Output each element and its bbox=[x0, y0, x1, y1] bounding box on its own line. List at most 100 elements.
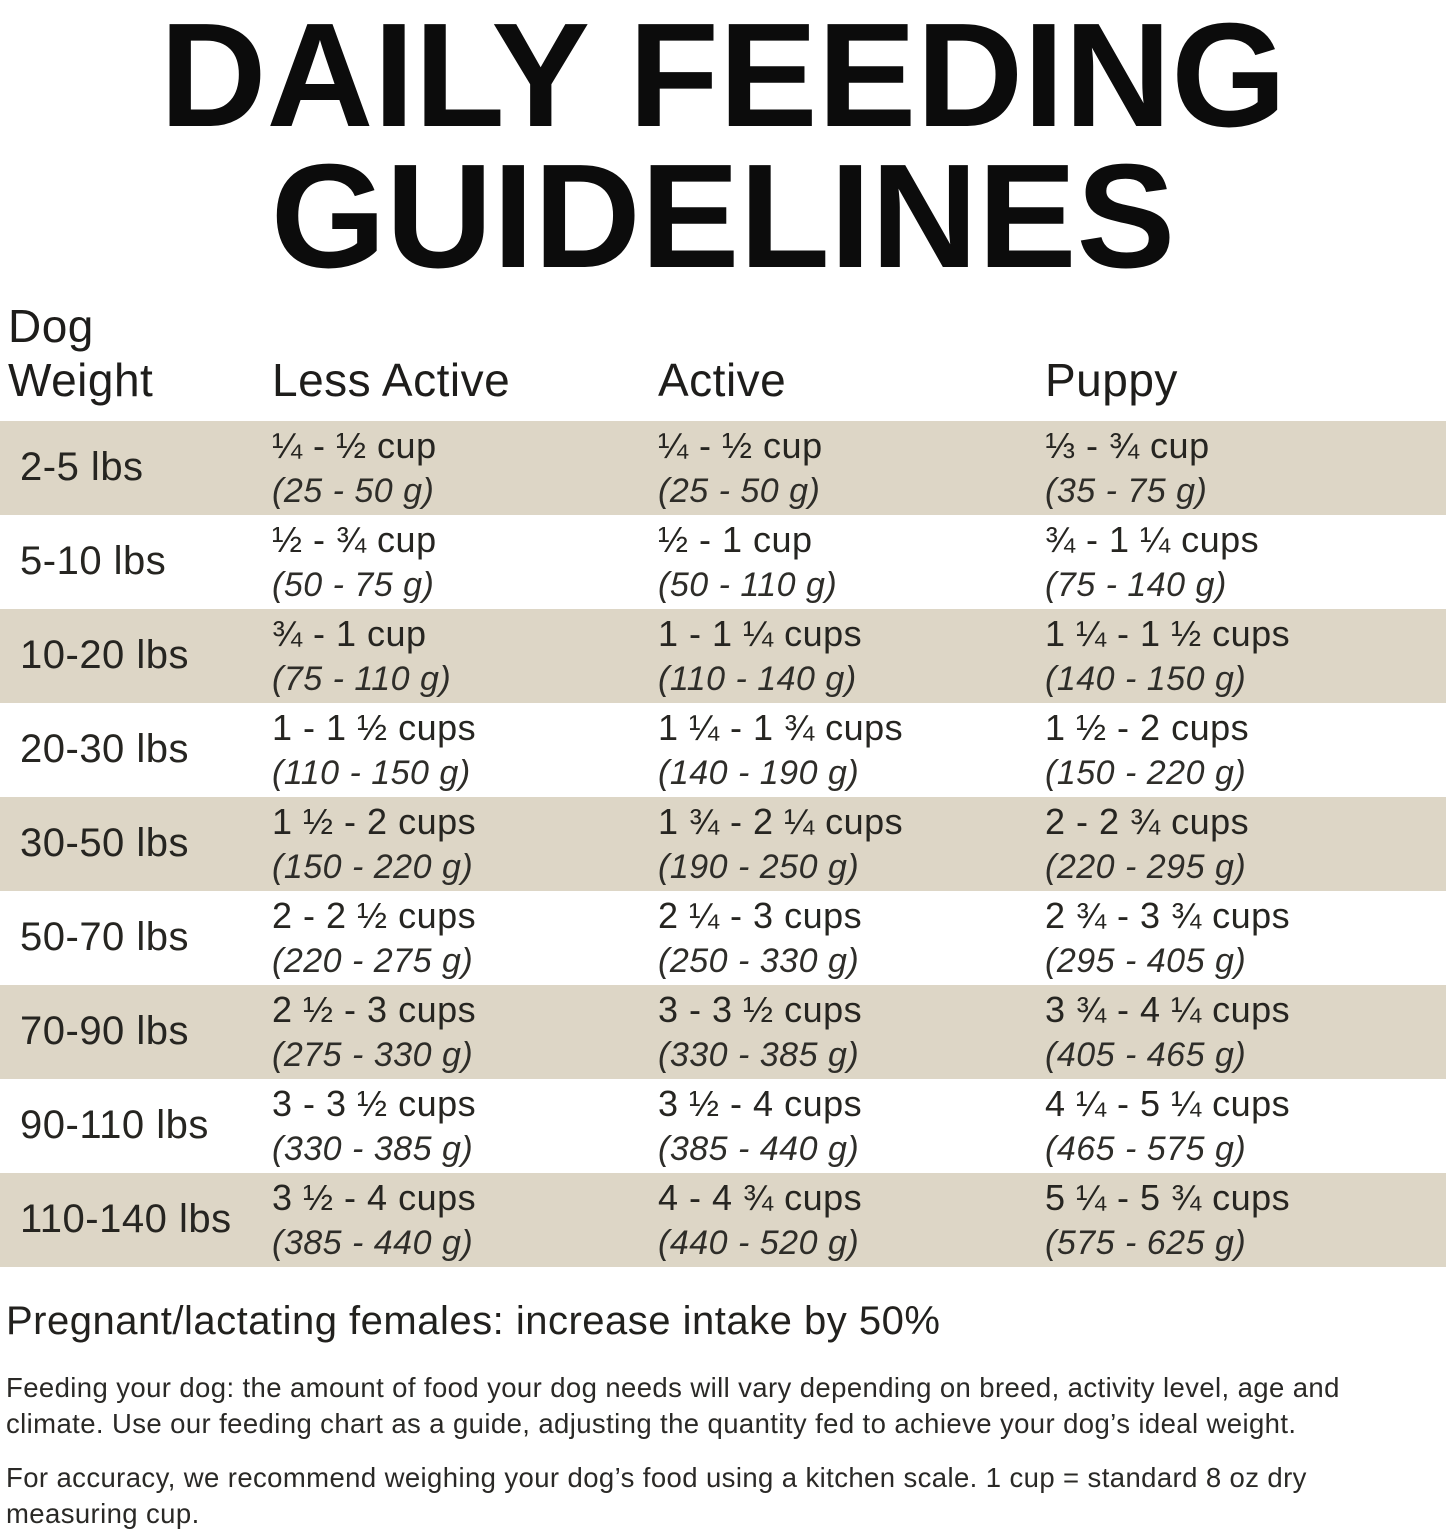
grams-line: (150 - 220 g) bbox=[1045, 753, 1247, 792]
cups-line: ½ - 1 cup bbox=[658, 518, 813, 560]
feeding-cell: ¾ - 1 cup (75 - 110 g) bbox=[264, 609, 650, 703]
page-title: DAILY FEEDING GUIDELINES bbox=[0, 0, 1446, 291]
cups-line: ¼ - ½ cup bbox=[658, 424, 823, 466]
grams-line: (330 - 385 g) bbox=[658, 1035, 860, 1074]
table-header-row: Dog Weight Less Active Active Puppy bbox=[0, 299, 1446, 408]
grams-line: (440 - 520 g) bbox=[658, 1223, 860, 1262]
feeding-cell: 4 - 4 ¾ cups (440 - 520 g) bbox=[650, 1173, 1037, 1267]
cups-line: 2 ¾ - 3 ¾ cups bbox=[1045, 894, 1291, 936]
cups-line: ¾ - 1 cup bbox=[272, 612, 427, 654]
cups-line: 3 ½ - 4 cups bbox=[658, 1082, 863, 1124]
grams-line: (295 - 405 g) bbox=[1045, 941, 1247, 980]
feeding-cell: 2 - 2 ¾ cups (220 - 295 g) bbox=[1037, 797, 1446, 891]
grams-line: (385 - 440 g) bbox=[272, 1223, 474, 1262]
grams-line: (275 - 330 g) bbox=[272, 1035, 474, 1074]
column-header-less-active: Less Active bbox=[272, 354, 511, 407]
feeding-cell: 3 ½ - 4 cups (385 - 440 g) bbox=[650, 1079, 1037, 1173]
cups-line: 1 ½ - 2 cups bbox=[272, 800, 477, 842]
cups-line: 1 ½ - 2 cups bbox=[1045, 706, 1250, 748]
dog-weight-header-line1: Dog bbox=[8, 300, 94, 353]
cups-line: 4 ¼ - 5 ¼ cups bbox=[1045, 1082, 1291, 1124]
grams-line: (75 - 140 g) bbox=[1045, 565, 1227, 604]
accuracy-note: For accuracy, we recommend weighing your… bbox=[6, 1461, 1307, 1529]
feeding-cell: 1 ¼ - 1 ¾ cups (140 - 190 g) bbox=[650, 703, 1037, 797]
cups-line: ¼ - ½ cup bbox=[272, 424, 437, 466]
cups-line: 3 - 3 ½ cups bbox=[272, 1082, 477, 1124]
cups-line: 3 ¾ - 4 ¼ cups bbox=[1045, 988, 1291, 1030]
cups-line: 1 - 1 ½ cups bbox=[272, 706, 477, 748]
feeding-cell: 3 - 3 ½ cups (330 - 385 g) bbox=[264, 1079, 650, 1173]
column-header-dog-weight: Dog Weight bbox=[0, 299, 264, 408]
cups-line: 3 - 3 ½ cups bbox=[658, 988, 863, 1030]
feeding-cell: 1 ½ - 2 cups (150 - 220 g) bbox=[264, 797, 650, 891]
cups-line: 1 ¼ - 1 ¾ cups bbox=[658, 706, 904, 748]
column-header-puppy: Puppy bbox=[1045, 354, 1178, 407]
row-weight: 20-30 lbs bbox=[20, 727, 190, 772]
cups-line: 2 - 2 ¾ cups bbox=[1045, 800, 1250, 842]
feeding-cell: ¼ - ½ cup (25 - 50 g) bbox=[264, 421, 650, 515]
grams-line: (150 - 220 g) bbox=[272, 847, 474, 886]
table-row: 70-90 lbs 2 ½ - 3 cups (275 - 330 g) 3 -… bbox=[0, 984, 1446, 1079]
table-row: 10-20 lbs ¾ - 1 cup (75 - 110 g) 1 - 1 ¼… bbox=[0, 608, 1446, 703]
grams-line: (465 - 575 g) bbox=[1045, 1129, 1247, 1168]
page-title-line2: GUIDELINES bbox=[270, 133, 1176, 299]
feeding-cell: 1 ½ - 2 cups (150 - 220 g) bbox=[1037, 703, 1446, 797]
grams-line: (50 - 75 g) bbox=[272, 565, 435, 604]
cups-line: 1 ¼ - 1 ½ cups bbox=[1045, 612, 1291, 654]
grams-line: (220 - 295 g) bbox=[1045, 847, 1247, 886]
feeding-cell: ¼ - ½ cup (25 - 50 g) bbox=[650, 421, 1037, 515]
grams-line: (220 - 275 g) bbox=[272, 941, 474, 980]
cups-line: 2 ½ - 3 cups bbox=[272, 988, 477, 1030]
table-row: 90-110 lbs 3 - 3 ½ cups (330 - 385 g) 3 … bbox=[0, 1078, 1446, 1173]
feeding-cell: 1 - 1 ½ cups (110 - 150 g) bbox=[264, 703, 650, 797]
row-weight: 110-140 lbs bbox=[20, 1197, 232, 1242]
table-row: 30-50 lbs 1 ½ - 2 cups (150 - 220 g) 1 ¾… bbox=[0, 796, 1446, 891]
feeding-cell: 2 - 2 ½ cups (220 - 275 g) bbox=[264, 891, 650, 985]
table-row: 110-140 lbs 3 ½ - 4 cups (385 - 440 g) 4… bbox=[0, 1172, 1446, 1267]
table-row: 20-30 lbs 1 - 1 ½ cups (110 - 150 g) 1 ¼… bbox=[0, 702, 1446, 797]
grams-line: (35 - 75 g) bbox=[1045, 471, 1208, 510]
feeding-cell: 1 ¾ - 2 ¼ cups (190 - 250 g) bbox=[650, 797, 1037, 891]
grams-line: (405 - 465 g) bbox=[1045, 1035, 1247, 1074]
table-row: 5-10 lbs ½ - ¾ cup (50 - 75 g) ½ - 1 cup… bbox=[0, 514, 1446, 609]
cups-line: ¾ - 1 ¼ cups bbox=[1045, 518, 1260, 560]
grams-line: (190 - 250 g) bbox=[658, 847, 860, 886]
grams-line: (110 - 150 g) bbox=[272, 753, 471, 792]
grams-line: (25 - 50 g) bbox=[272, 471, 435, 510]
grams-line: (140 - 150 g) bbox=[1045, 659, 1247, 698]
feeding-cell: 1 - 1 ¼ cups (110 - 140 g) bbox=[650, 609, 1037, 703]
table-row: 50-70 lbs 2 - 2 ½ cups (220 - 275 g) 2 ¼… bbox=[0, 890, 1446, 985]
row-weight: 5-10 lbs bbox=[20, 539, 167, 584]
feeding-cell: 3 - 3 ½ cups (330 - 385 g) bbox=[650, 985, 1037, 1079]
cups-line: 1 ¾ - 2 ¼ cups bbox=[658, 800, 904, 842]
feeding-cell: 5 ¼ - 5 ¾ cups (575 - 625 g) bbox=[1037, 1173, 1446, 1267]
feeding-your-dog-note: Feeding your dog: the amount of food you… bbox=[6, 1371, 1340, 1439]
row-weight: 10-20 lbs bbox=[20, 633, 190, 678]
grams-line: (110 - 140 g) bbox=[658, 659, 857, 698]
grams-line: (75 - 110 g) bbox=[272, 659, 452, 698]
cups-line: 2 ¼ - 3 cups bbox=[658, 894, 863, 936]
cups-line: ½ - ¾ cup bbox=[272, 518, 437, 560]
grams-line: (575 - 625 g) bbox=[1045, 1223, 1247, 1262]
pregnant-lactating-note: Pregnant/lactating females: increase int… bbox=[6, 1298, 941, 1343]
grams-line: (25 - 50 g) bbox=[658, 471, 821, 510]
cups-line: ⅓ - ¾ cup bbox=[1045, 424, 1210, 466]
page-title-line1: DAILY FEEDING bbox=[159, 0, 1287, 158]
table-row: 2-5 lbs ¼ - ½ cup (25 - 50 g) ¼ - ½ cup … bbox=[0, 420, 1446, 515]
feeding-cell: ½ - ¾ cup (50 - 75 g) bbox=[264, 515, 650, 609]
cups-line: 4 - 4 ¾ cups bbox=[658, 1176, 863, 1218]
row-weight: 50-70 lbs bbox=[20, 915, 190, 960]
grams-line: (250 - 330 g) bbox=[658, 941, 860, 980]
row-weight: 2-5 lbs bbox=[20, 445, 144, 490]
grams-line: (330 - 385 g) bbox=[272, 1129, 474, 1168]
feeding-cell: 2 ½ - 3 cups (275 - 330 g) bbox=[264, 985, 650, 1079]
grams-line: (385 - 440 g) bbox=[658, 1129, 860, 1168]
row-weight: 70-90 lbs bbox=[20, 1009, 190, 1054]
row-weight: 90-110 lbs bbox=[20, 1103, 209, 1148]
feeding-cell: 4 ¼ - 5 ¼ cups (465 - 575 g) bbox=[1037, 1079, 1446, 1173]
feeding-cell: 1 ¼ - 1 ½ cups (140 - 150 g) bbox=[1037, 609, 1446, 703]
feeding-cell: 3 ½ - 4 cups (385 - 440 g) bbox=[264, 1173, 650, 1267]
feeding-cell: ⅓ - ¾ cup (35 - 75 g) bbox=[1037, 421, 1446, 515]
grams-line: (140 - 190 g) bbox=[658, 753, 860, 792]
feeding-cell: 2 ¼ - 3 cups (250 - 330 g) bbox=[650, 891, 1037, 985]
